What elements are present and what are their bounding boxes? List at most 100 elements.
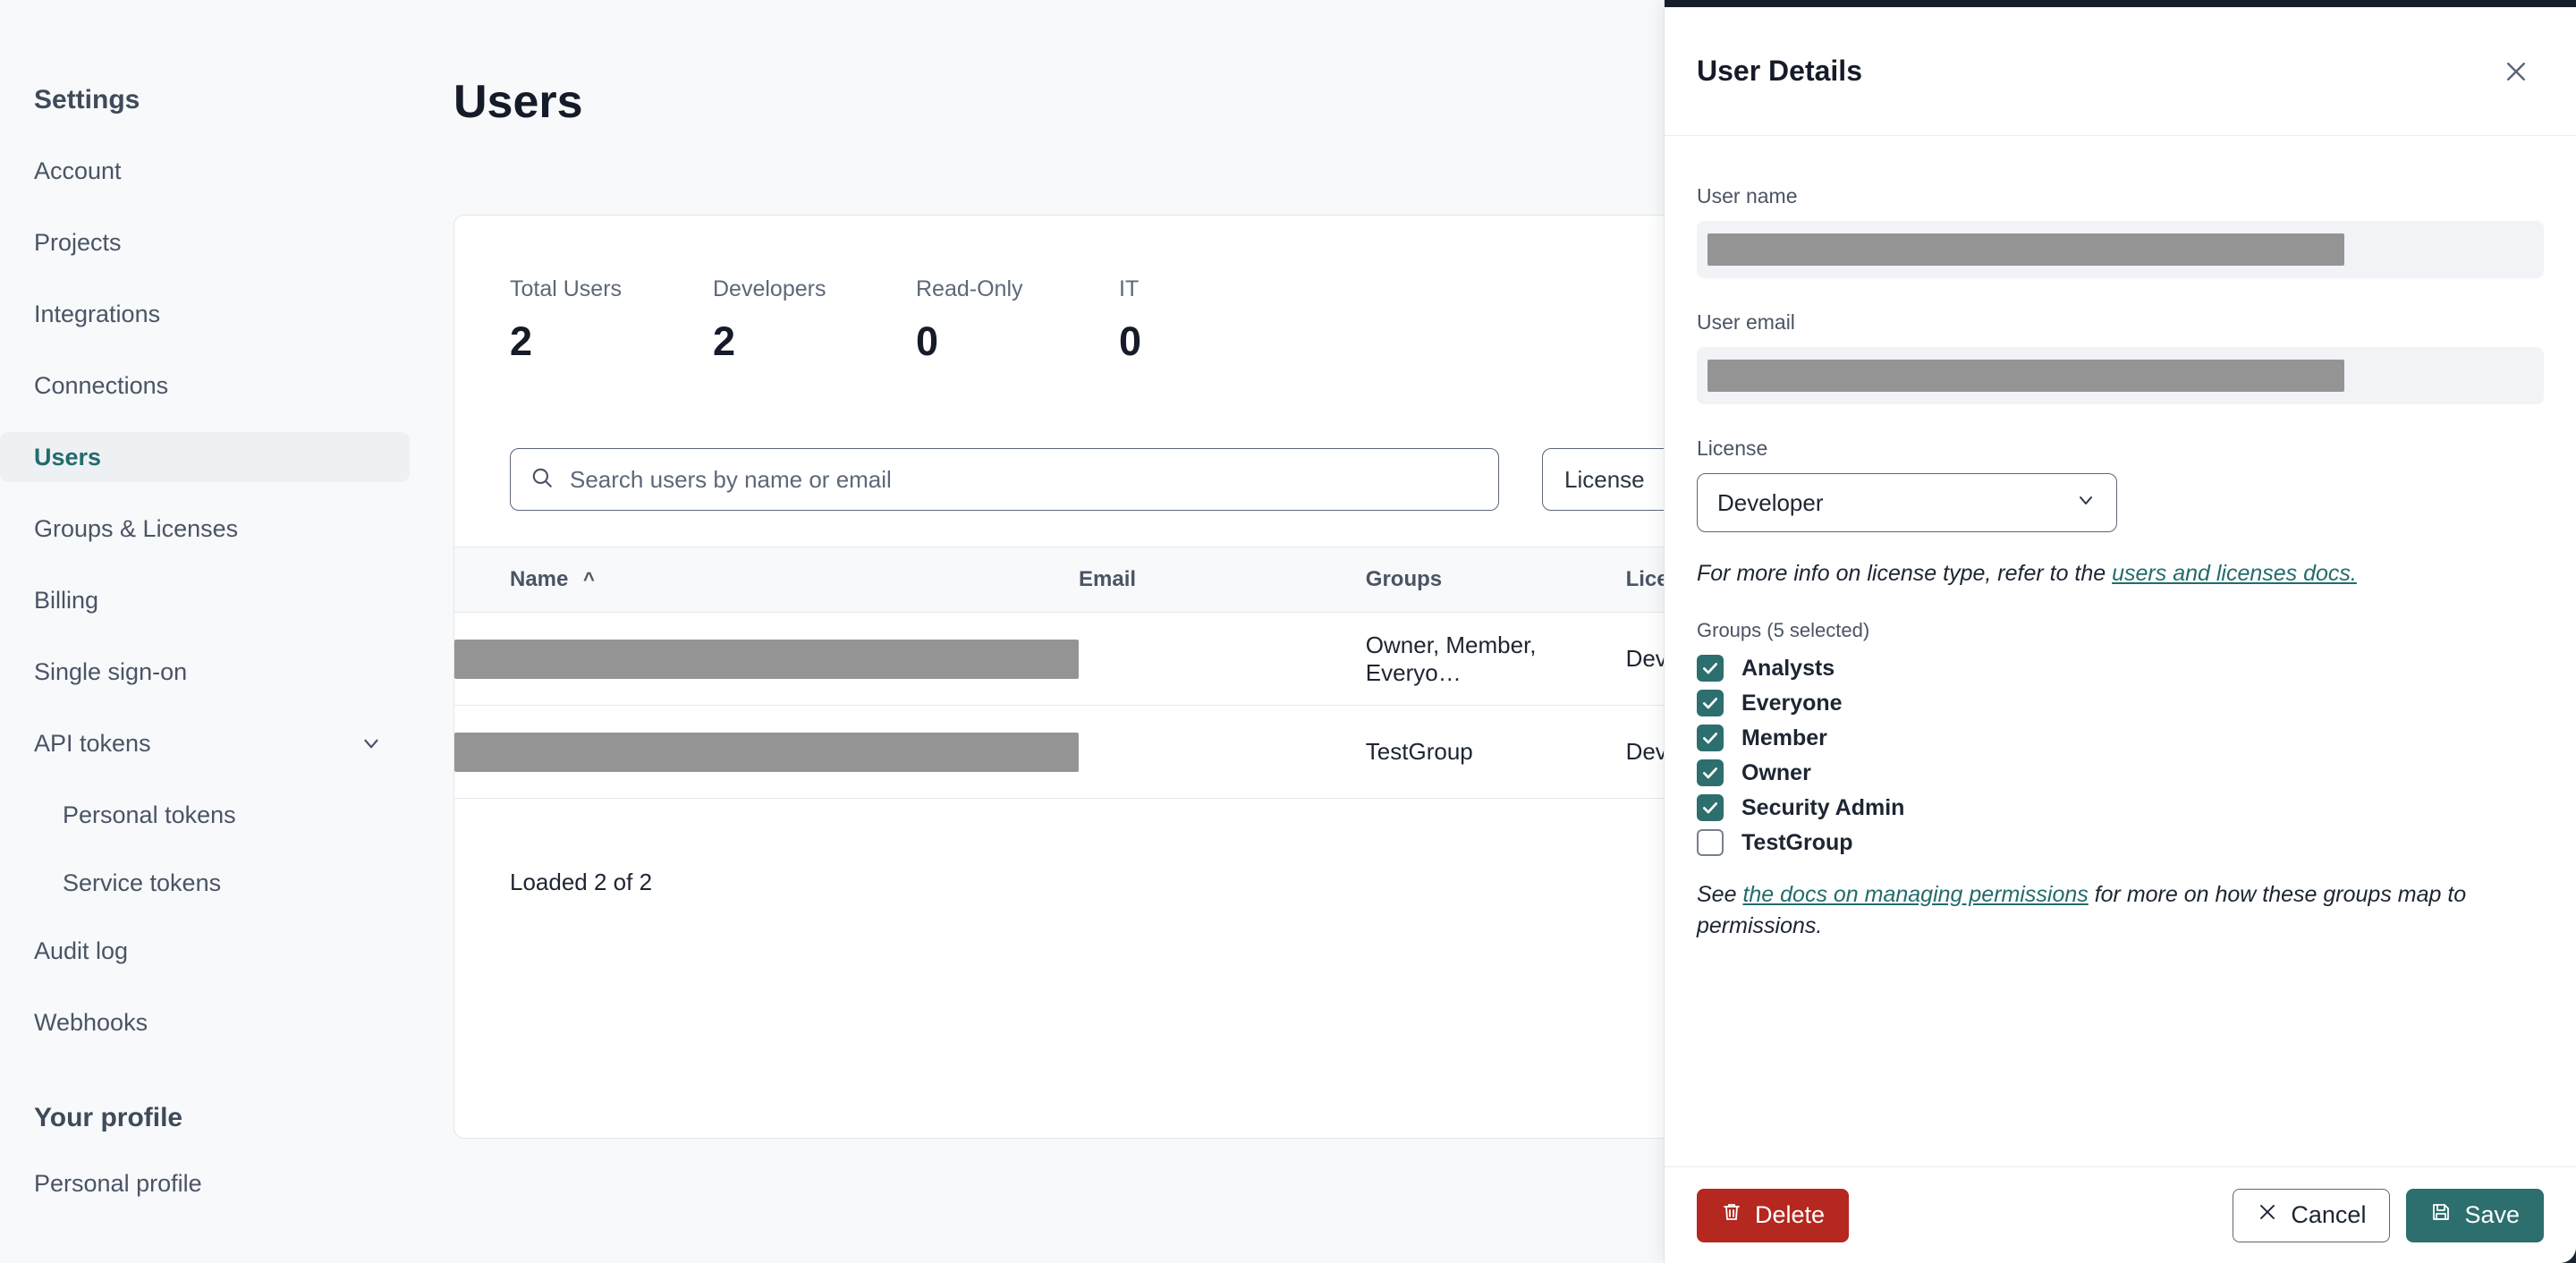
delete-button[interactable]: Delete: [1697, 1188, 1850, 1242]
users-card: Total Users 2 Developers 2 Read-Only 0 IT 0 Sea…: [453, 215, 1787, 1139]
sidebar-item-label: Webhooks: [34, 1008, 148, 1036]
search-input[interactable]: Search users by name or email: [510, 448, 1499, 511]
user-email-redacted-value: [1707, 360, 2344, 392]
stat-label: IT: [1119, 276, 1140, 301]
sidebar-item-billing[interactable]: Billing: [0, 575, 410, 625]
chevron-down-icon[interactable]: [360, 732, 383, 755]
sidebar-item-personal-profile[interactable]: Personal profile: [0, 1158, 410, 1208]
sort-asc-icon: ^: [583, 568, 595, 590]
cancel-button-label: Cancel: [2291, 1201, 2367, 1228]
sidebar-item-label: Single sign-on: [34, 657, 188, 685]
table-row[interactable]: TestGroupDeveloper: [454, 705, 1787, 799]
groups-checkbox-list: Analysts Everyone Member Owner Security Admi…: [1697, 655, 2544, 856]
stat-card: Total Users 2: [510, 276, 713, 365]
cell-groups: TestGroup: [1365, 705, 1626, 799]
checkbox-checked-icon[interactable]: [1697, 725, 1724, 751]
sidebar-profile-heading: Your profile: [34, 1103, 183, 1132]
sidebar-item-connections[interactable]: Connections: [0, 360, 410, 411]
users-and-licenses-docs-link[interactable]: users and licenses docs.: [2112, 561, 2357, 586]
user-details-panel: User Details User name User email Licens…: [1664, 0, 2576, 1263]
license-select[interactable]: Developer: [1697, 473, 2117, 532]
panel-footer: Delete Cancel Save: [1665, 1166, 2576, 1263]
users-table: Name ^ Email Groups License Owner, Membe…: [454, 547, 1787, 799]
group-checkbox-row[interactable]: Security Admin: [1697, 794, 2544, 821]
stat-label: Total Users: [510, 276, 623, 301]
column-header-name[interactable]: Name ^: [454, 547, 1079, 613]
cell-email: [1079, 612, 1366, 706]
save-disk-icon: [2430, 1201, 2452, 1229]
redacted-name: [454, 639, 1079, 679]
save-button[interactable]: Save: [2406, 1188, 2544, 1242]
cell-name: [454, 612, 1079, 706]
sidebar-item-label: Service tokens: [63, 869, 222, 896]
group-label: Member: [1741, 725, 1827, 750]
sidebar-item-label: Billing: [34, 586, 99, 614]
stat-value: 0: [1119, 318, 1142, 364]
group-label: Everyone: [1741, 690, 1843, 716]
checkbox-unchecked-icon[interactable]: [1697, 829, 1724, 856]
group-checkbox-row[interactable]: TestGroup: [1697, 829, 2544, 856]
sidebar-item-label: Personal tokens: [63, 801, 236, 828]
page-title: Users: [453, 76, 583, 128]
sidebar-item-webhooks[interactable]: Webhooks: [0, 997, 410, 1047]
sidebar-heading: Settings: [34, 85, 140, 114]
cell-email: [1079, 705, 1366, 799]
close-icon[interactable]: [2503, 58, 2529, 85]
sidebar-item-single-sign-on[interactable]: Single sign-on: [0, 647, 410, 697]
sidebar-item-api-tokens[interactable]: API tokens: [0, 718, 410, 768]
search-icon: [530, 466, 554, 494]
permissions-note-suffix: for more on how these groups map to perm…: [1697, 882, 2467, 938]
cancel-button[interactable]: Cancel: [2233, 1188, 2391, 1242]
permissions-note-prefix: See: [1697, 882, 1743, 907]
user-name-field[interactable]: [1697, 221, 2544, 278]
user-email-field[interactable]: [1697, 347, 2544, 404]
loaded-status: Loaded 2 of 2: [510, 869, 653, 895]
redacted-name: [454, 732, 1079, 772]
column-header-email[interactable]: Email: [1079, 547, 1366, 613]
sidebar-item-account[interactable]: Account: [0, 146, 410, 196]
stat-card: IT 0: [1119, 276, 1322, 365]
column-header-groups[interactable]: Groups: [1365, 547, 1626, 613]
sidebar-item-groups-licenses[interactable]: Groups & Licenses: [0, 504, 410, 554]
stat-value: 2: [510, 318, 533, 364]
sidebar-item-personal-tokens[interactable]: Personal tokens: [0, 790, 410, 840]
checkbox-checked-icon[interactable]: [1697, 794, 1724, 821]
table-header-row: Name ^ Email Groups License: [454, 547, 1787, 613]
stat-label: Developers: [713, 276, 826, 301]
checkbox-checked-icon[interactable]: [1697, 655, 1724, 682]
groups-label: Groups (5 selected): [1697, 619, 1870, 641]
group-checkbox-row[interactable]: Analysts: [1697, 655, 2544, 682]
group-label: TestGroup: [1741, 829, 1853, 855]
sidebar-item-projects[interactable]: Projects: [0, 217, 410, 267]
license-filter-label: License: [1564, 465, 1645, 493]
sidebar-item-label: Personal profile: [34, 1169, 202, 1197]
panel-top-accent-bar: [1665, 0, 2576, 7]
cell-groups: Owner, Member, Everyo…: [1365, 612, 1626, 706]
stat-card: Read-Only 0: [916, 276, 1119, 365]
trash-icon: [1721, 1201, 1742, 1229]
user-name-label: User name: [1697, 184, 1798, 208]
panel-body: User name User email License Developer F…: [1665, 136, 2576, 1166]
managing-permissions-docs-link[interactable]: the docs on managing permissions: [1742, 882, 2089, 907]
license-helper-prefix: For more info on license type, refer to …: [1697, 561, 2113, 586]
cell-name: [454, 705, 1079, 799]
user-name-redacted-value: [1707, 233, 2344, 266]
group-checkbox-row[interactable]: Member: [1697, 725, 2544, 751]
chevron-down-icon: [2075, 489, 2097, 517]
stat-value: 2: [713, 318, 736, 364]
search-placeholder: Search users by name or email: [570, 465, 892, 493]
users-toolbar: Search users by name or email License: [510, 448, 1739, 511]
table-row[interactable]: Owner, Member, Everyo…Developer: [454, 612, 1787, 706]
sidebar-item-audit-log[interactable]: Audit log: [0, 926, 410, 976]
save-button-label: Save: [2464, 1201, 2520, 1228]
sidebar-item-label: Groups & Licenses: [34, 514, 239, 542]
sidebar-item-service-tokens[interactable]: Service tokens: [0, 858, 410, 908]
sidebar-item-users[interactable]: Users: [0, 432, 410, 482]
sidebar-item-integrations[interactable]: Integrations: [0, 289, 410, 339]
group-checkbox-row[interactable]: Owner: [1697, 759, 2544, 786]
group-checkbox-row[interactable]: Everyone: [1697, 690, 2544, 716]
checkbox-checked-icon[interactable]: [1697, 690, 1724, 716]
checkbox-checked-icon[interactable]: [1697, 759, 1724, 786]
sidebar-item-label: API tokens: [34, 729, 151, 757]
